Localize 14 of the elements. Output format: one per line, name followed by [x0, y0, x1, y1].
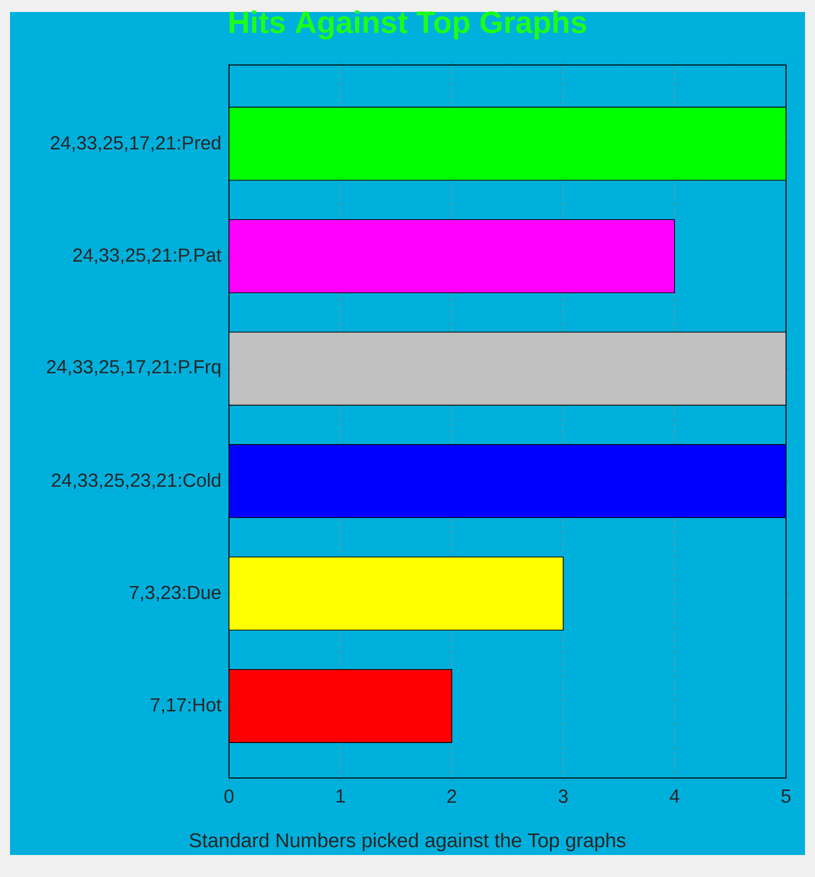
x-tick-label: 3: [558, 790, 568, 803]
x-tick-label: 1: [336, 790, 345, 803]
x-axis-title: Standard Numbers picked against the Top graphs: [190, 832, 626, 852]
chart-title: Hits Against Top Graphs: [230, 10, 586, 40]
y-tick-label: 24,33,25,23,21:Cold: [52, 473, 220, 490]
x-tick-label: 2: [447, 790, 456, 803]
y-tick-label: 24,33,25,17,21:P.Frq: [47, 360, 220, 378]
x-tick-label: 0: [224, 790, 234, 803]
x-tick-label: 4: [670, 790, 680, 803]
y-tick-label: 24,33,25,17,21:Pred: [50, 136, 220, 152]
y-tick-label: 24,33,25,21:P.Pat: [73, 248, 222, 264]
x-tick-label: 5: [781, 790, 790, 803]
y-tick-label: 7,17:Hot: [150, 698, 222, 714]
y-tick-label: 7,3,23:Due: [130, 586, 221, 602]
